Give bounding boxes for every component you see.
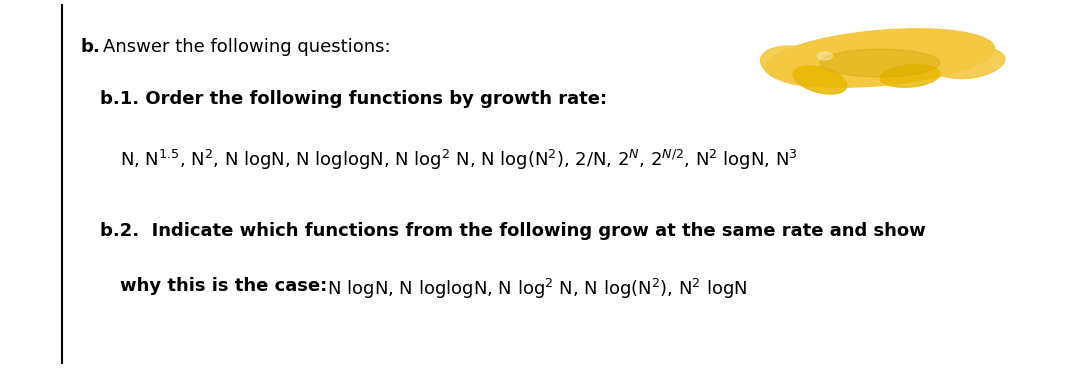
Text: b.1. Order the following functions by growth rate:: b.1. Order the following functions by gr… xyxy=(100,90,607,108)
Ellipse shape xyxy=(820,40,900,60)
Ellipse shape xyxy=(766,29,995,87)
Ellipse shape xyxy=(935,47,1004,79)
Text: N, N$^{1.5}$, N$^{2}$, N logN, N loglogN, N log$^{2}$ N, N log(N$^{2}$), 2/N, 2$: N, N$^{1.5}$, N$^{2}$, N logN, N loglogN… xyxy=(120,148,798,172)
Text: N logN, N loglogN, N log$^{2}$ N, N log(N$^{2}$), N$^{2}$ logN: N logN, N loglogN, N log$^{2}$ N, N log(… xyxy=(316,277,747,301)
Ellipse shape xyxy=(880,65,940,87)
Ellipse shape xyxy=(818,52,833,60)
Text: b.2.  Indicate which functions from the following grow at the same rate and show: b.2. Indicate which functions from the f… xyxy=(100,222,926,240)
Text: b.: b. xyxy=(80,38,99,56)
Ellipse shape xyxy=(760,46,839,86)
Ellipse shape xyxy=(793,66,847,94)
Text: Answer the following questions:: Answer the following questions: xyxy=(103,38,391,56)
Ellipse shape xyxy=(820,49,940,77)
Text: why this is the case:: why this is the case: xyxy=(120,277,327,295)
